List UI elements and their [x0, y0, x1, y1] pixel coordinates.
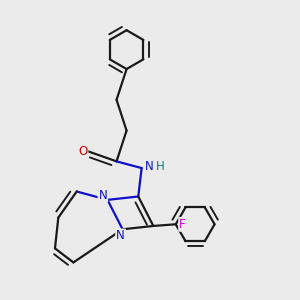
Text: H: H: [156, 160, 165, 173]
Text: F: F: [179, 218, 186, 231]
Text: O: O: [78, 145, 87, 158]
Text: N: N: [98, 189, 107, 202]
Text: N: N: [116, 230, 125, 242]
Text: N: N: [145, 160, 154, 173]
